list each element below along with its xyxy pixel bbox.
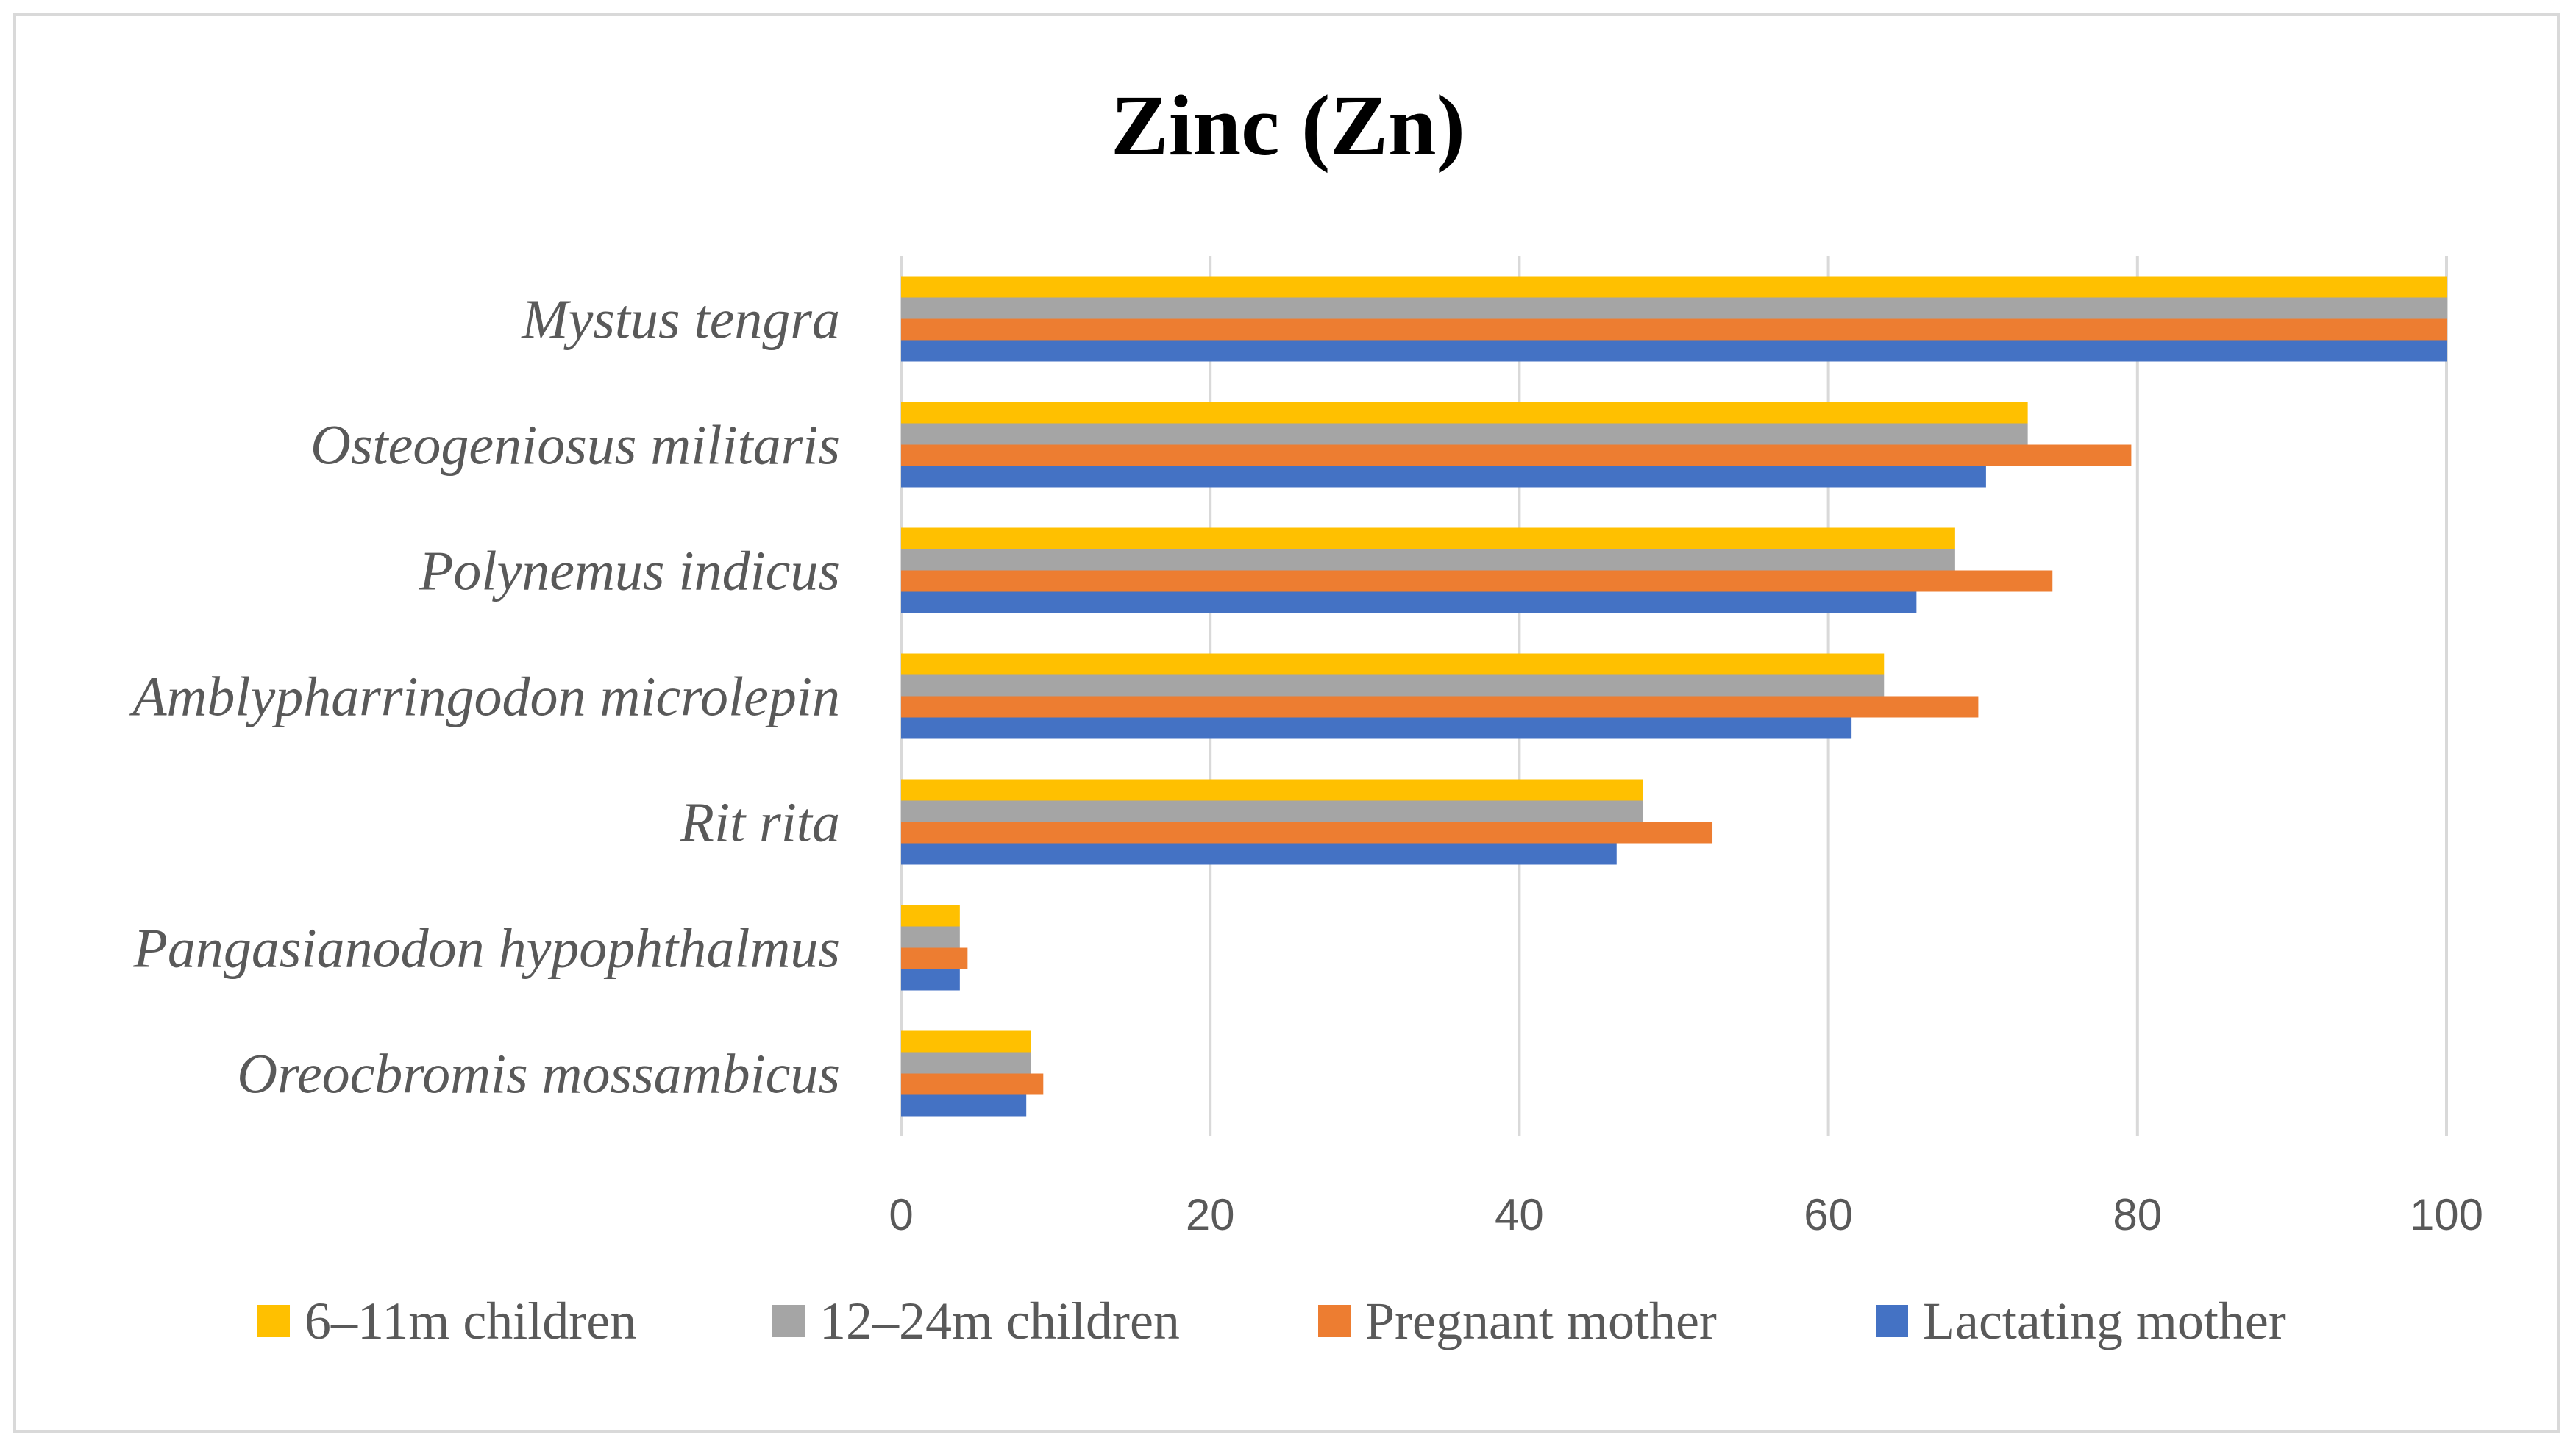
- bar-2-6: [901, 926, 960, 948]
- chart-title: Zinc (Zn): [1111, 77, 1465, 174]
- bar-3-6: [901, 947, 968, 969]
- category-label: Pangasianodon hypophthalmus: [132, 918, 840, 980]
- category-label: Amblypharringodon microlepin: [129, 666, 840, 728]
- category-label: Oreocbromis mossambicus: [237, 1044, 840, 1106]
- bar-4-4: [901, 717, 1852, 739]
- bar-1-7: [901, 1030, 1031, 1053]
- bar-1-1: [901, 276, 2447, 298]
- category-label: Mystus tengra: [521, 289, 840, 351]
- bar-3-7: [901, 1073, 1044, 1095]
- bar-4-7: [901, 1094, 1027, 1117]
- legend-label: 6–11m children: [305, 1292, 636, 1350]
- bar-2-1: [901, 297, 2447, 319]
- bar-1-5: [901, 779, 1643, 801]
- legend-swatch: [257, 1305, 290, 1337]
- bar-2-3: [901, 549, 1955, 571]
- bar-3-5: [901, 822, 1713, 844]
- x-tick-label: 20: [1186, 1190, 1235, 1239]
- legend-swatch: [1876, 1305, 1908, 1337]
- bar-4-5: [901, 843, 1617, 865]
- bar-1-2: [901, 402, 2028, 424]
- legend-swatch: [1318, 1305, 1351, 1337]
- category-label: Osteogeniosus militaris: [310, 415, 840, 477]
- bar-3-3: [901, 570, 2053, 592]
- bar-1-3: [901, 527, 1955, 549]
- x-tick-label: 100: [2410, 1190, 2483, 1239]
- bar-2-4: [901, 674, 1885, 697]
- bar-4-6: [901, 969, 960, 991]
- x-tick-label: 0: [889, 1190, 913, 1239]
- bar-2-5: [901, 800, 1643, 822]
- bar-3-2: [901, 444, 2132, 466]
- legend-label: Pregnant mother: [1365, 1292, 1717, 1350]
- bar-4-2: [901, 466, 1986, 488]
- category-label: Rit rita: [680, 792, 840, 854]
- bars: [901, 276, 2447, 1117]
- bar-2-7: [901, 1052, 1031, 1074]
- bar-4-3: [901, 591, 1917, 613]
- category-label: Polynemus indicus: [419, 541, 840, 602]
- bar-1-6: [901, 905, 960, 927]
- x-axis-tick-labels: 0 20 40 60 80 100: [889, 1190, 2483, 1239]
- x-tick-label: 80: [2113, 1190, 2162, 1239]
- legend-swatch: [772, 1305, 805, 1337]
- legend-label: Lactating mother: [1923, 1292, 2286, 1350]
- x-tick-label: 40: [1495, 1190, 1544, 1239]
- bar-3-4: [901, 696, 1979, 718]
- bar-2-2: [901, 423, 2028, 445]
- bar-3-1: [901, 318, 2447, 341]
- legend: 6–11m children 12–24m children Pregnant mo…: [257, 1292, 2286, 1350]
- bar-1-4: [901, 653, 1885, 675]
- category-labels: Mystus tengra Osteogeniosus militaris Poly…: [129, 289, 840, 1106]
- bar-4-1: [901, 340, 2447, 362]
- legend-label: 12–24m children: [819, 1292, 1180, 1350]
- x-tick-label: 60: [1804, 1190, 1853, 1239]
